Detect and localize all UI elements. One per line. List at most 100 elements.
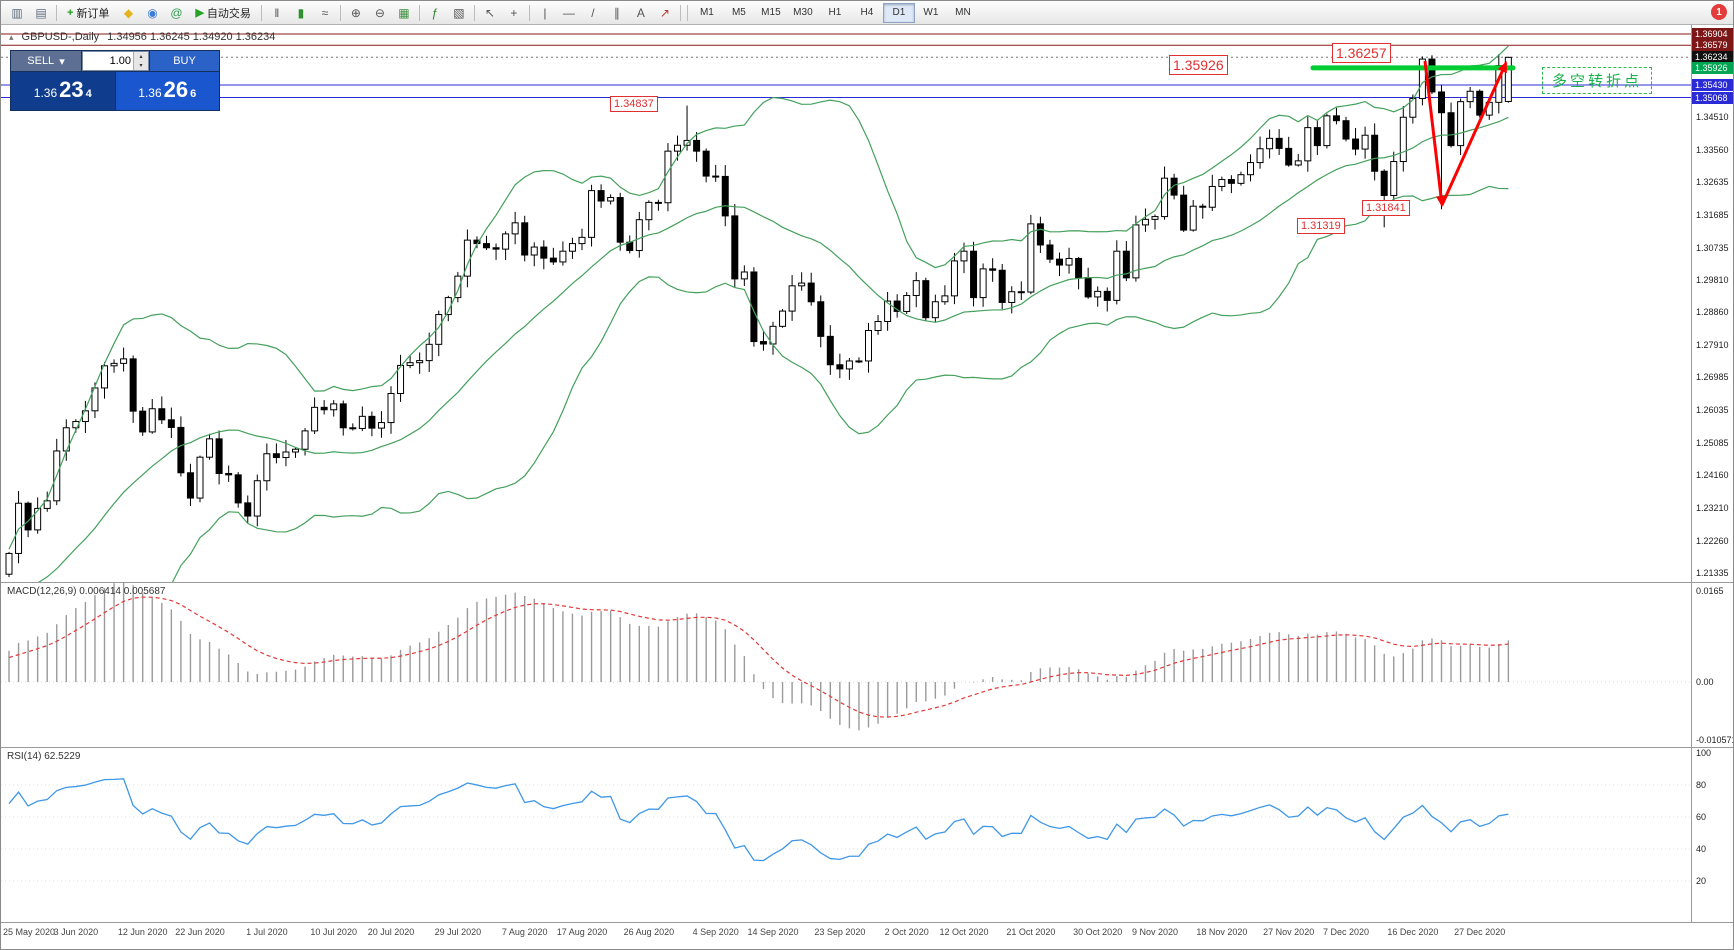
price-axis-badge: 1.35430 xyxy=(1692,79,1733,92)
zoom-in-icon[interactable]: ⊕ xyxy=(350,5,361,20)
price-annotation-label[interactable]: 1.31841 xyxy=(1362,200,1410,216)
rsi-axis-tick: 100 xyxy=(1696,748,1712,758)
panel-separator[interactable] xyxy=(1,582,1733,583)
timeframe-m5[interactable]: M5 xyxy=(731,7,746,18)
indicators-icon[interactable]: ƒ xyxy=(431,5,439,20)
rsi-panel-svg[interactable] xyxy=(1,747,1691,922)
price-axis-tick: 1.28860 xyxy=(1696,307,1729,318)
price-axis-tick: 1.34510 xyxy=(1696,111,1729,122)
price-axis-tick: 1.30735 xyxy=(1696,242,1729,253)
date-axis-label: 16 Dec 2020 xyxy=(1387,927,1439,937)
price-axis-badge: 1.36579 xyxy=(1692,39,1733,52)
date-axis-label: 4 Sep 2020 xyxy=(692,927,739,937)
timeframe-h1[interactable]: H1 xyxy=(828,7,842,18)
date-axis-label: 7 Aug 2020 xyxy=(501,927,548,937)
price-axis-badge: 1.35068 xyxy=(1692,91,1733,104)
volume-input-wrap: ▴ ▾ xyxy=(82,51,149,71)
tile-windows-icon[interactable]: ▦ xyxy=(398,5,410,20)
timeframe-m15[interactable]: M15 xyxy=(761,7,781,18)
price-axis-tick: 1.33560 xyxy=(1696,144,1729,155)
timeframe-d1[interactable]: D1 xyxy=(882,2,915,23)
metaeditor-icon[interactable]: ◆ xyxy=(123,5,134,20)
cursor-icon[interactable]: ↖ xyxy=(484,5,495,20)
new-order-button[interactable]: + 新订单 xyxy=(60,2,116,24)
community-icon[interactable]: @ xyxy=(170,5,183,20)
price-annotation-label[interactable]: 1.35926 xyxy=(1169,55,1228,75)
buy-price-prefix: 1.36 xyxy=(138,86,162,100)
toolbar-separator xyxy=(686,4,688,21)
trend-arrow[interactable] xyxy=(1423,60,1446,207)
sell-mode-dropdown[interactable]: SELL ▾ xyxy=(11,51,81,71)
chart-title: ▴ GBPUSD-,Daily 1.34956 1.36245 1.34920 … xyxy=(9,31,275,43)
toolbar-separator xyxy=(418,4,420,21)
rsi-axis-tick: 20 xyxy=(1696,876,1707,886)
candles-series[interactable] xyxy=(5,54,1512,577)
market-watch-icon[interactable]: ◉ xyxy=(147,5,158,20)
buy-price-pipette: 6 xyxy=(190,88,197,100)
candlestick-chart-icon[interactable]: ▮ xyxy=(297,5,305,20)
date-axis-label: 1 Jul 2020 xyxy=(246,927,288,937)
volume-input[interactable] xyxy=(83,52,133,70)
sell-button[interactable]: 1.36 23 4 xyxy=(11,72,115,110)
notification-badge[interactable]: 1 xyxy=(1711,4,1727,20)
sell-price-pipette: 4 xyxy=(85,88,92,100)
timeframe-h4[interactable]: H4 xyxy=(860,7,874,18)
channel-icon[interactable]: ∥ xyxy=(613,5,620,20)
price-annotation-label[interactable]: 1.36257 xyxy=(1332,43,1391,63)
toolbar: ▥ ▤ + 新订单 ◆ ◉ @ ▶ 自动交易 ‖ ▮ ≈ ⊕ ⊖ ▦ ƒ ▧ ↖ + | — / ∥ A ↗ M1 M5 M15 M30… xyxy=(1,1,1733,25)
crosshair-icon[interactable]: + xyxy=(510,5,518,20)
line-chart-icon[interactable]: ≈ xyxy=(321,5,329,20)
bollinger-middle-band xyxy=(38,116,1509,582)
volume-down-button[interactable]: ▾ xyxy=(133,61,148,70)
rsi-line xyxy=(8,778,1509,862)
date-axis-label: 27 Dec 2020 xyxy=(1454,927,1506,937)
macd-panel-svg[interactable] xyxy=(1,579,1691,747)
price-annotation-label[interactable]: 1.34837 xyxy=(610,96,658,112)
new-chart-icon[interactable]: ▥ xyxy=(11,5,23,20)
toolbar-separator xyxy=(679,4,681,21)
zoom-out-icon[interactable]: ⊖ xyxy=(374,5,385,20)
new-order-button-label: 新订单 xyxy=(76,7,110,20)
timeframe-m1[interactable]: M1 xyxy=(699,7,714,18)
volume-up-button[interactable]: ▴ xyxy=(133,52,148,61)
price-axis-badge: 1.36904 xyxy=(1692,28,1733,40)
autotrading-button-icon: ▶ xyxy=(195,7,204,19)
date-axis-label: 17 Aug 2020 xyxy=(556,927,608,937)
timeframe-mn[interactable]: MN xyxy=(955,7,971,18)
rsi-indicator-panel[interactable]: RSI(14) 62.5229 xyxy=(1,747,1691,922)
arrow-tool-icon[interactable]: ↗ xyxy=(659,5,670,20)
price-axis-tick: 1.25085 xyxy=(1696,438,1729,449)
trend-arrow[interactable] xyxy=(1440,61,1508,206)
main-chart-svg[interactable] xyxy=(1,25,1691,582)
panel-separator[interactable] xyxy=(1,747,1733,748)
vertical-line-icon[interactable]: | xyxy=(543,5,547,20)
date-axis-label: 29 Jul 2020 xyxy=(434,927,482,937)
rsi-axis-tick: 80 xyxy=(1696,780,1707,790)
price-axis-tick: 1.24160 xyxy=(1696,470,1729,481)
text-label-icon[interactable]: A xyxy=(636,5,645,20)
bar-chart-icon[interactable]: ‖ xyxy=(274,5,280,20)
timeframe-m30[interactable]: M30 xyxy=(793,7,813,18)
buy-button[interactable]: 1.36 26 6 xyxy=(115,72,219,110)
pivot-note-annotation[interactable]: 多空转折点 xyxy=(1542,67,1653,94)
timeframe-w1[interactable]: W1 xyxy=(923,7,939,18)
date-axis-label: 7 Dec 2020 xyxy=(1322,927,1370,937)
price-axis-badge: 1.35926 xyxy=(1692,61,1733,74)
main-chart-area[interactable]: ▴ GBPUSD-,Daily 1.34956 1.36245 1.34920 … xyxy=(1,25,1691,582)
price-annotation-label[interactable]: 1.31319 xyxy=(1297,218,1345,234)
price-axis-tick: 1.31685 xyxy=(1696,209,1729,220)
profiles-icon[interactable]: ▤ xyxy=(35,5,47,20)
toolbar-separator xyxy=(339,4,341,21)
date-axis-label: 18 Nov 2020 xyxy=(1196,927,1248,937)
macd-indicator-panel[interactable]: MACD(12,26,9) 0.006414 0.005687 xyxy=(1,579,1691,747)
templates-icon[interactable]: ▧ xyxy=(453,5,465,20)
date-axis[interactable]: 25 May 2020 3 Jun 2020 12 Jun 2020 22 Jun 2… xyxy=(1,922,1691,949)
price-axis[interactable]: 1.34510 1.33560 1.32635 1.31685 1.30735 1.298… xyxy=(1691,25,1733,922)
trendline-icon[interactable]: / xyxy=(591,5,595,20)
autotrading-button[interactable]: ▶ 自动交易 xyxy=(188,2,257,24)
chart-symbol-icon: ▴ xyxy=(9,31,14,42)
horizontal-line-icon[interactable]: — xyxy=(562,5,575,20)
chevron-down-icon: ▾ xyxy=(59,55,65,68)
toolbar-separator xyxy=(473,4,475,21)
